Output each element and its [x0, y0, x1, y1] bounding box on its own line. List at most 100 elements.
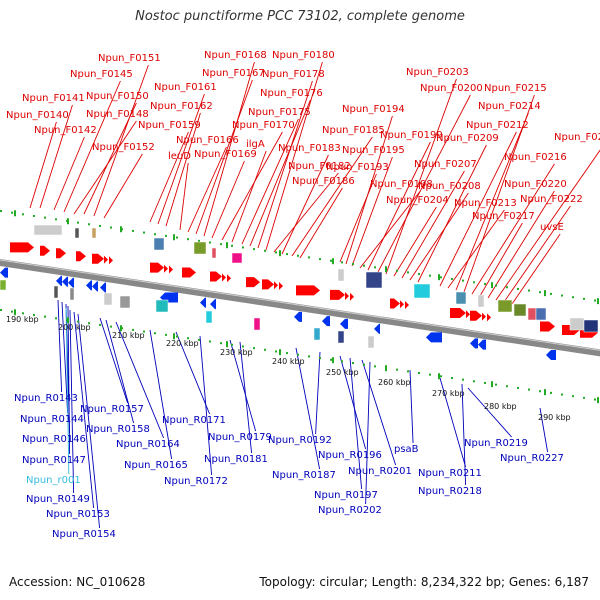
- scale-tick-label: 200 kbp: [58, 323, 91, 332]
- scale-tick-label: 240 kbp: [272, 357, 305, 366]
- guide-dot: [517, 287, 519, 290]
- feature-box: [535, 307, 547, 321]
- forward-gene-arrow: [169, 265, 173, 274]
- forward-gene-label: Npun_F0193: [326, 162, 389, 173]
- guide-dot: [77, 221, 79, 224]
- reverse-gene-label: Npun_R0201: [348, 466, 412, 477]
- reverse-gene-arrow: [470, 338, 478, 349]
- feature-box: [455, 291, 467, 305]
- feature-box: [477, 294, 485, 308]
- reverse-gene-arrow: [56, 275, 62, 286]
- forward-gene-arrow: [40, 245, 50, 256]
- reverse-callout-line: [99, 317, 129, 404]
- feature-box: [153, 237, 165, 251]
- feature-box: [313, 327, 321, 341]
- guide-dot: [253, 248, 255, 251]
- guide-dot: [132, 229, 134, 232]
- forward-callout-line: [299, 187, 343, 259]
- reverse-callout-line: [315, 351, 321, 435]
- forward-callout-line: [439, 131, 517, 287]
- forward-gene-label: Npun_F0169: [194, 149, 257, 160]
- guide-dot: [418, 371, 420, 374]
- forward-gene-label: Npun_F0195: [342, 145, 405, 156]
- forward-gene-label: Npun_F0186: [292, 176, 355, 187]
- guide-dot: [0, 210, 2, 212]
- forward-callout-line: [257, 80, 313, 249]
- forward-gene-label: Npun_F0200: [420, 83, 483, 94]
- reverse-gene-arrow: [210, 299, 216, 310]
- guide-dot: [0, 309, 2, 311]
- backbone-highlight: [0, 259, 600, 351]
- feature-box: [497, 299, 513, 313]
- reverse-callout-line: [295, 347, 321, 470]
- reverse-gene-label: Npun_R0165: [124, 460, 188, 471]
- reverse-gene-label: Npun_R0181: [204, 454, 268, 465]
- forward-gene-label: Npun_F0182: [288, 161, 351, 172]
- forward-gene-label: Npun_F0175: [248, 107, 311, 118]
- guide-dot: [143, 231, 145, 234]
- feature-box: [53, 285, 59, 299]
- guide-dot: [176, 236, 178, 239]
- reverse-callout-line: [115, 321, 165, 439]
- forward-gene-arrow: [246, 277, 260, 288]
- reverse-callout-line: [339, 355, 367, 450]
- guide-dot: [264, 249, 266, 252]
- feature-box: [91, 227, 97, 239]
- reverse-callout-line: [361, 359, 397, 466]
- reverse-gene-arrow: [92, 281, 98, 292]
- reverse-callout-line: [467, 387, 512, 438]
- guide-dot: [429, 373, 431, 376]
- guide-dot: [154, 233, 156, 236]
- guide-dot: [451, 277, 453, 280]
- reverse-callout-line: [149, 329, 173, 460]
- guide-dot: [22, 213, 24, 216]
- guide-dot: [330, 358, 332, 361]
- guide-dot: [77, 320, 79, 323]
- forward-gene-arrow: [222, 273, 226, 282]
- forward-gene-label: Npun_F0207: [414, 159, 477, 170]
- guide-dot: [462, 279, 464, 282]
- forward-gene-label: Npun_F0209: [436, 133, 499, 144]
- forward-gene-label: Npun_F0178: [262, 69, 325, 80]
- reverse-gene-label: Npun_R0154: [52, 529, 116, 540]
- forward-callout-line: [409, 192, 469, 281]
- forward-gene-arrow: [150, 262, 164, 273]
- guide-dot: [429, 274, 431, 277]
- forward-callout-line: [393, 206, 437, 277]
- forward-callout-line: [63, 80, 121, 213]
- guide-dot: [572, 296, 574, 299]
- forward-callout-line: [211, 160, 245, 239]
- reverse-callout-line: [105, 319, 135, 424]
- guide-dot: [594, 398, 596, 401]
- reverse-gene-arrow: [426, 332, 442, 343]
- guide-dot: [440, 276, 442, 279]
- forward-callout-line: [479, 222, 523, 297]
- forward-gene-label: Npun_F0213: [454, 198, 517, 209]
- guide-dot: [484, 381, 486, 384]
- scale-tick-label: 260 kbp: [378, 378, 411, 387]
- forward-gene-arrow: [540, 321, 555, 332]
- guide-dot: [341, 360, 343, 363]
- forward-gene-label: Npun_F0166: [176, 135, 239, 146]
- guide-dot: [484, 282, 486, 285]
- forward-callout-line: [345, 115, 393, 265]
- forward-callout-line: [39, 104, 73, 209]
- feature-box: [569, 317, 585, 331]
- forward-callout-line: [503, 205, 571, 303]
- forward-callout-line: [471, 163, 555, 295]
- guide-dot: [594, 299, 596, 302]
- reverse-gene-label: Npun_R0158: [86, 424, 150, 435]
- guide-dot: [44, 216, 46, 219]
- guide-dot: [33, 313, 35, 316]
- guide-dot: [396, 368, 398, 371]
- guide-dot: [286, 253, 288, 256]
- guide-dot: [308, 256, 310, 259]
- guide-dot: [319, 357, 321, 360]
- forward-callout-line: [367, 141, 431, 271]
- forward-gene-label: Npun_F0183: [278, 143, 341, 154]
- guide-dot: [165, 333, 167, 336]
- guide-dot: [198, 239, 200, 242]
- forward-callout-line: [231, 150, 267, 243]
- forward-gene-arrow: [109, 256, 113, 265]
- guide-dot: [506, 385, 508, 388]
